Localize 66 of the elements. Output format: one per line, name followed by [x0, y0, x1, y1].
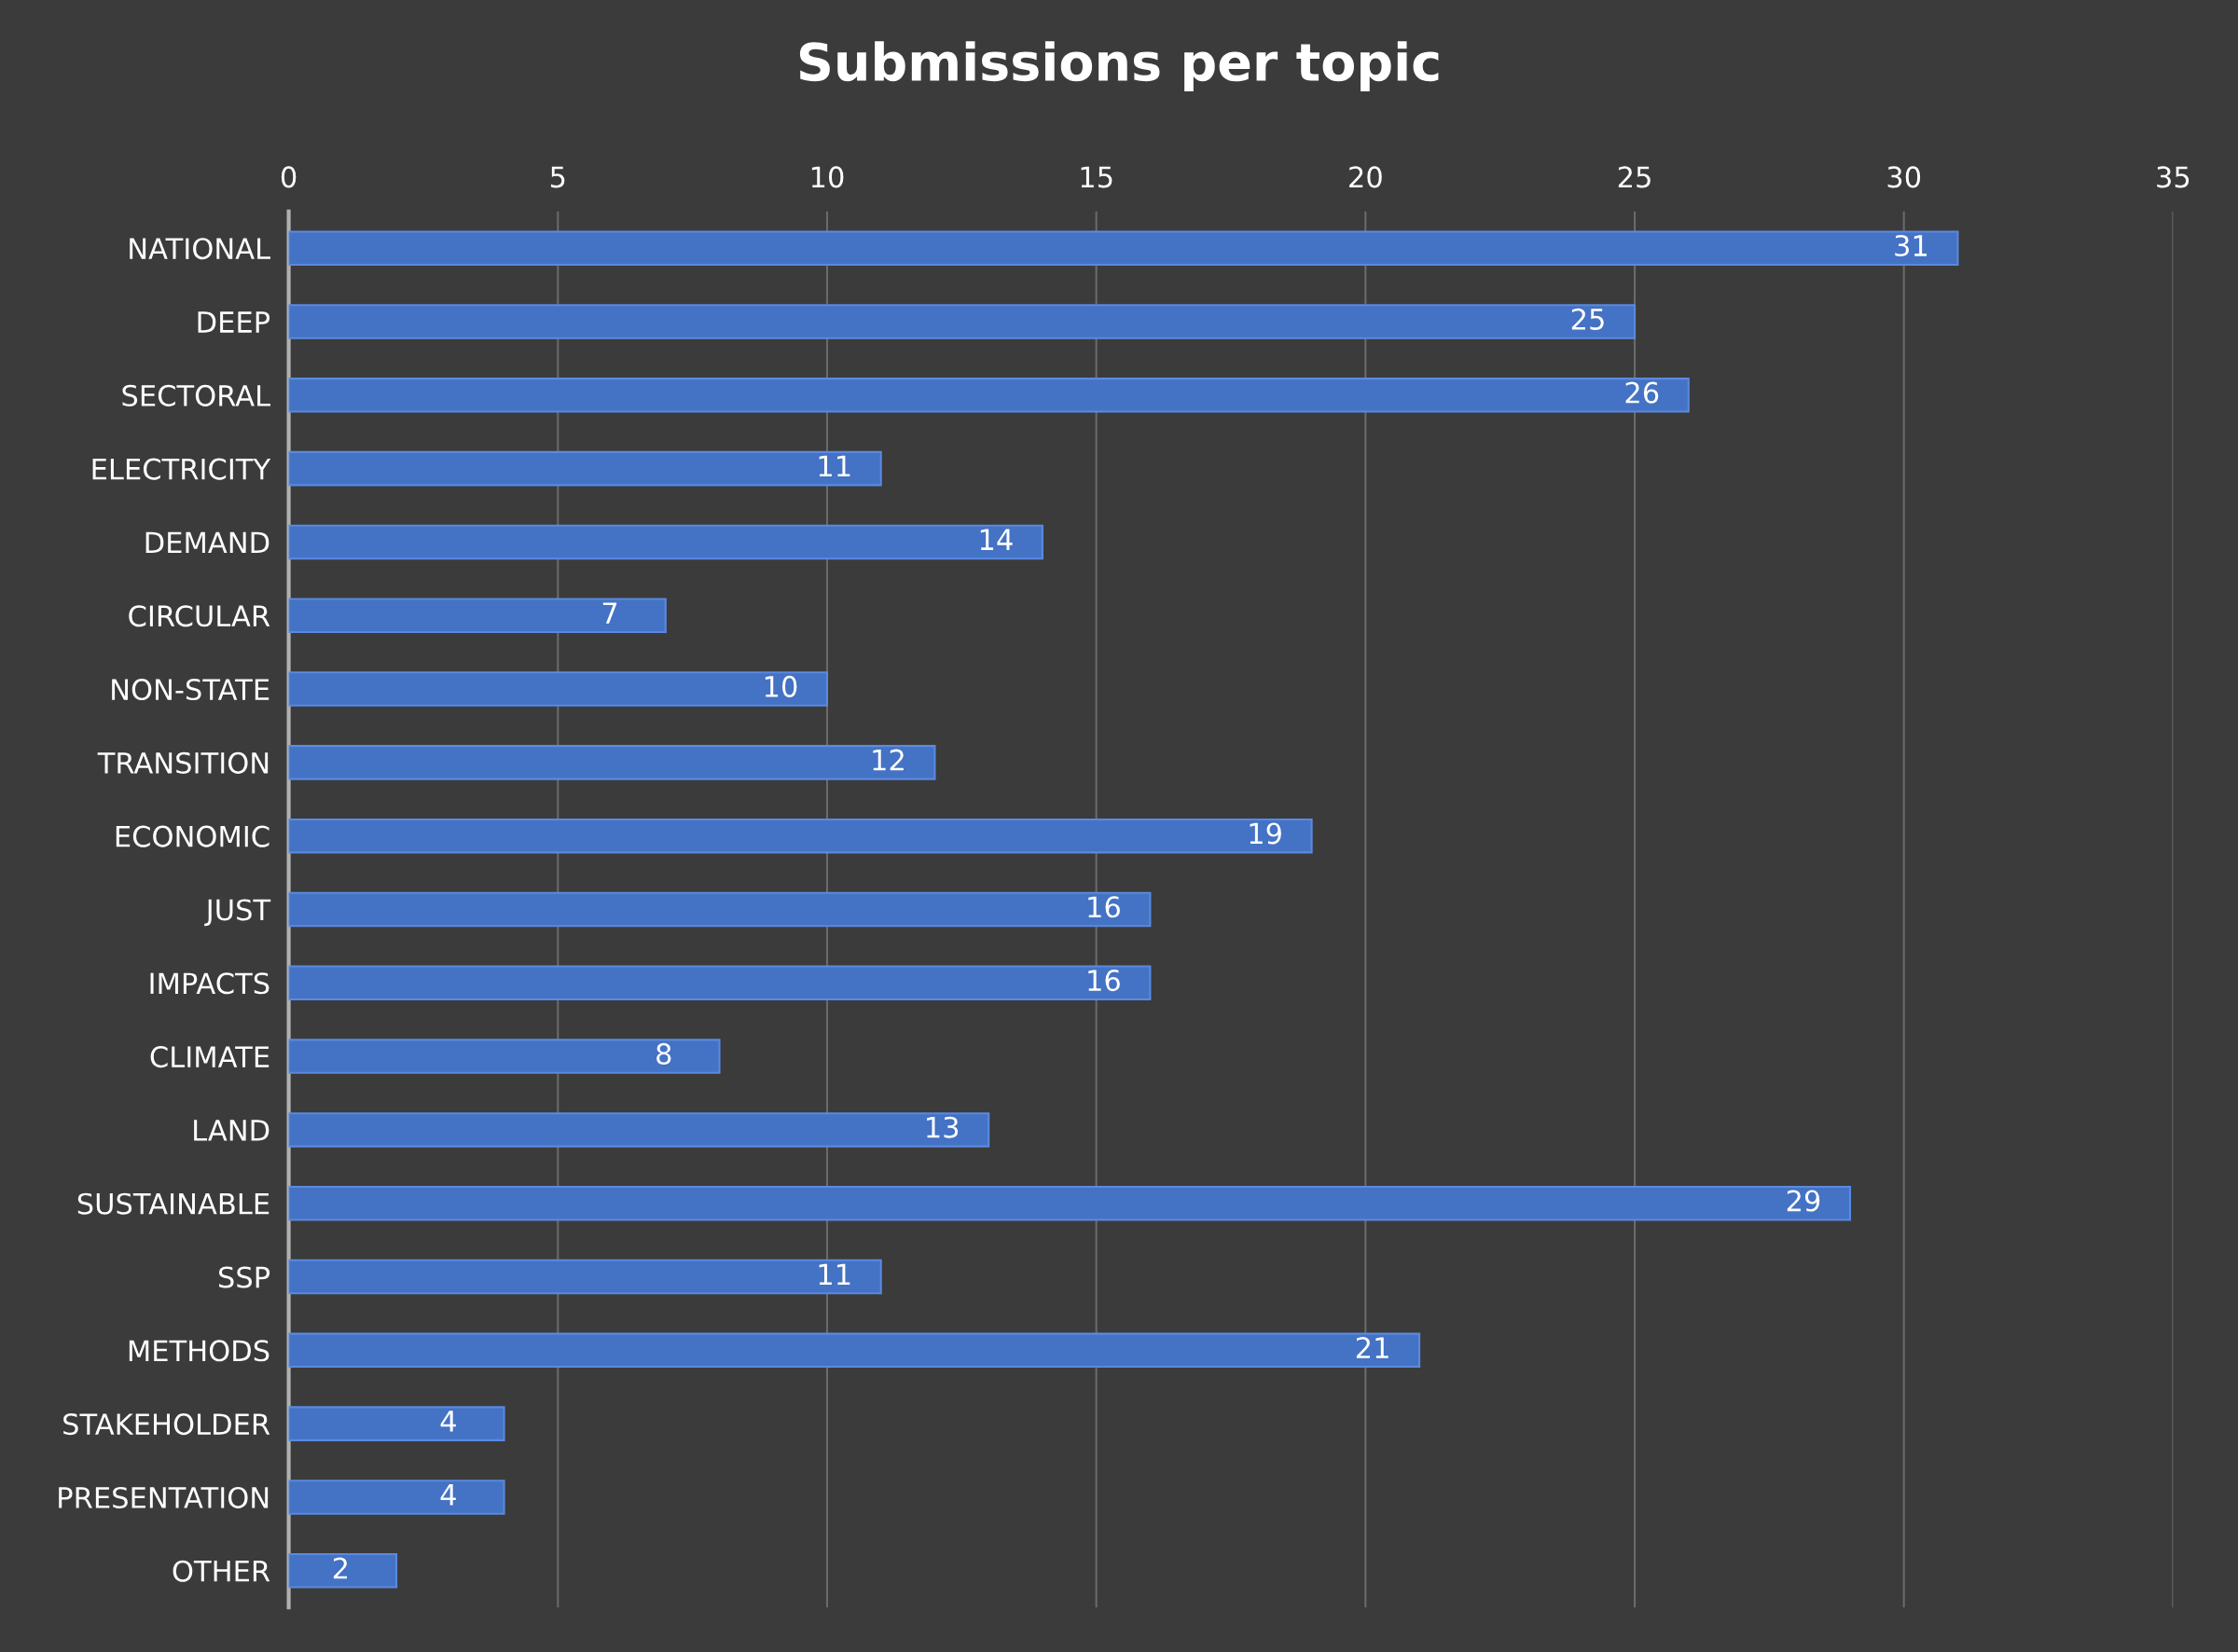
- data-label: 25: [1571, 308, 1604, 330]
- x-tick-label: 20: [1349, 166, 1382, 188]
- y-tick-label: PRESENTATION: [59, 1486, 269, 1508]
- bar: [288, 524, 1043, 560]
- bar: [288, 1112, 990, 1148]
- bar: [288, 818, 1313, 854]
- y-tick-label: DEEP: [198, 311, 270, 333]
- x-tick-label: 35: [2157, 166, 2190, 188]
- data-label: 14: [980, 529, 1013, 550]
- data-label: 26: [1625, 381, 1659, 404]
- y-tick-label: NATIONAL: [130, 238, 270, 260]
- data-label: 19: [1250, 822, 1281, 845]
- bar: [288, 1480, 505, 1515]
- y-tick-label: OTHER: [173, 1560, 270, 1582]
- bar: [288, 230, 1959, 266]
- bar: [288, 1259, 882, 1295]
- data-label: 4: [440, 1411, 456, 1432]
- y-tick-label: ECONOMIC: [116, 825, 269, 847]
- data-label: 11: [819, 1263, 850, 1285]
- bar: [288, 378, 1690, 413]
- bar: [288, 965, 1152, 1001]
- bar: [288, 745, 936, 780]
- x-tick-label: 10: [811, 166, 844, 188]
- y-tick-label: TRANSITION: [97, 751, 269, 774]
- data-label: 16: [1088, 970, 1120, 992]
- y-tick-label: DEMAND: [145, 531, 269, 554]
- y-tick-label: STAKEHOLDER: [63, 1413, 270, 1436]
- data-label: 31: [1895, 234, 1927, 257]
- data-label: 7: [602, 602, 617, 624]
- y-tick-label: IMPACTS: [150, 972, 269, 995]
- data-label: 8: [656, 1042, 671, 1065]
- bar: [288, 1406, 505, 1441]
- data-label: 29: [1787, 1190, 1820, 1212]
- bar: [288, 671, 829, 707]
- bar: [288, 1185, 1852, 1221]
- y-tick-label: JUST: [204, 899, 271, 927]
- data-label: 16: [1088, 896, 1120, 918]
- bar: [288, 304, 1637, 339]
- y-tick-label: CIRCULAR: [129, 605, 270, 627]
- bar: [288, 450, 882, 487]
- bar: [288, 1039, 721, 1074]
- bar: [288, 1332, 1421, 1369]
- x-tick-label: 15: [1081, 166, 1112, 188]
- bar: [288, 598, 667, 634]
- y-tick-label: SSP: [218, 1266, 270, 1288]
- y-tick-label: NON-STATE: [112, 678, 269, 701]
- y-tick-label: LAND: [194, 1120, 269, 1141]
- x-tick-label: 5: [550, 166, 565, 188]
- bar: [288, 891, 1152, 928]
- data-label: 2: [333, 1557, 348, 1579]
- y-tick-label: CLIMATE: [150, 1046, 269, 1068]
- data-label: 4: [440, 1484, 456, 1506]
- x-tick-label: 0: [281, 166, 297, 188]
- data-label: 12: [873, 749, 904, 771]
- data-label: 11: [819, 455, 850, 477]
- y-tick-label: SUSTAINABLE: [77, 1192, 269, 1215]
- data-label: 10: [765, 675, 797, 697]
- x-tick-label: 25: [1618, 166, 1651, 188]
- data-label: 21: [1356, 1337, 1388, 1358]
- chart-title: Submissions per topic: [799, 41, 1439, 92]
- y-tick-label: ELECTRICITY: [92, 458, 271, 480]
- bar: [288, 1552, 398, 1589]
- y-tick-label: SECTORAL: [122, 384, 270, 406]
- data-label: 13: [927, 1116, 959, 1138]
- x-tick-label: 30: [1887, 166, 1921, 188]
- y-tick-label: METHODS: [129, 1340, 269, 1362]
